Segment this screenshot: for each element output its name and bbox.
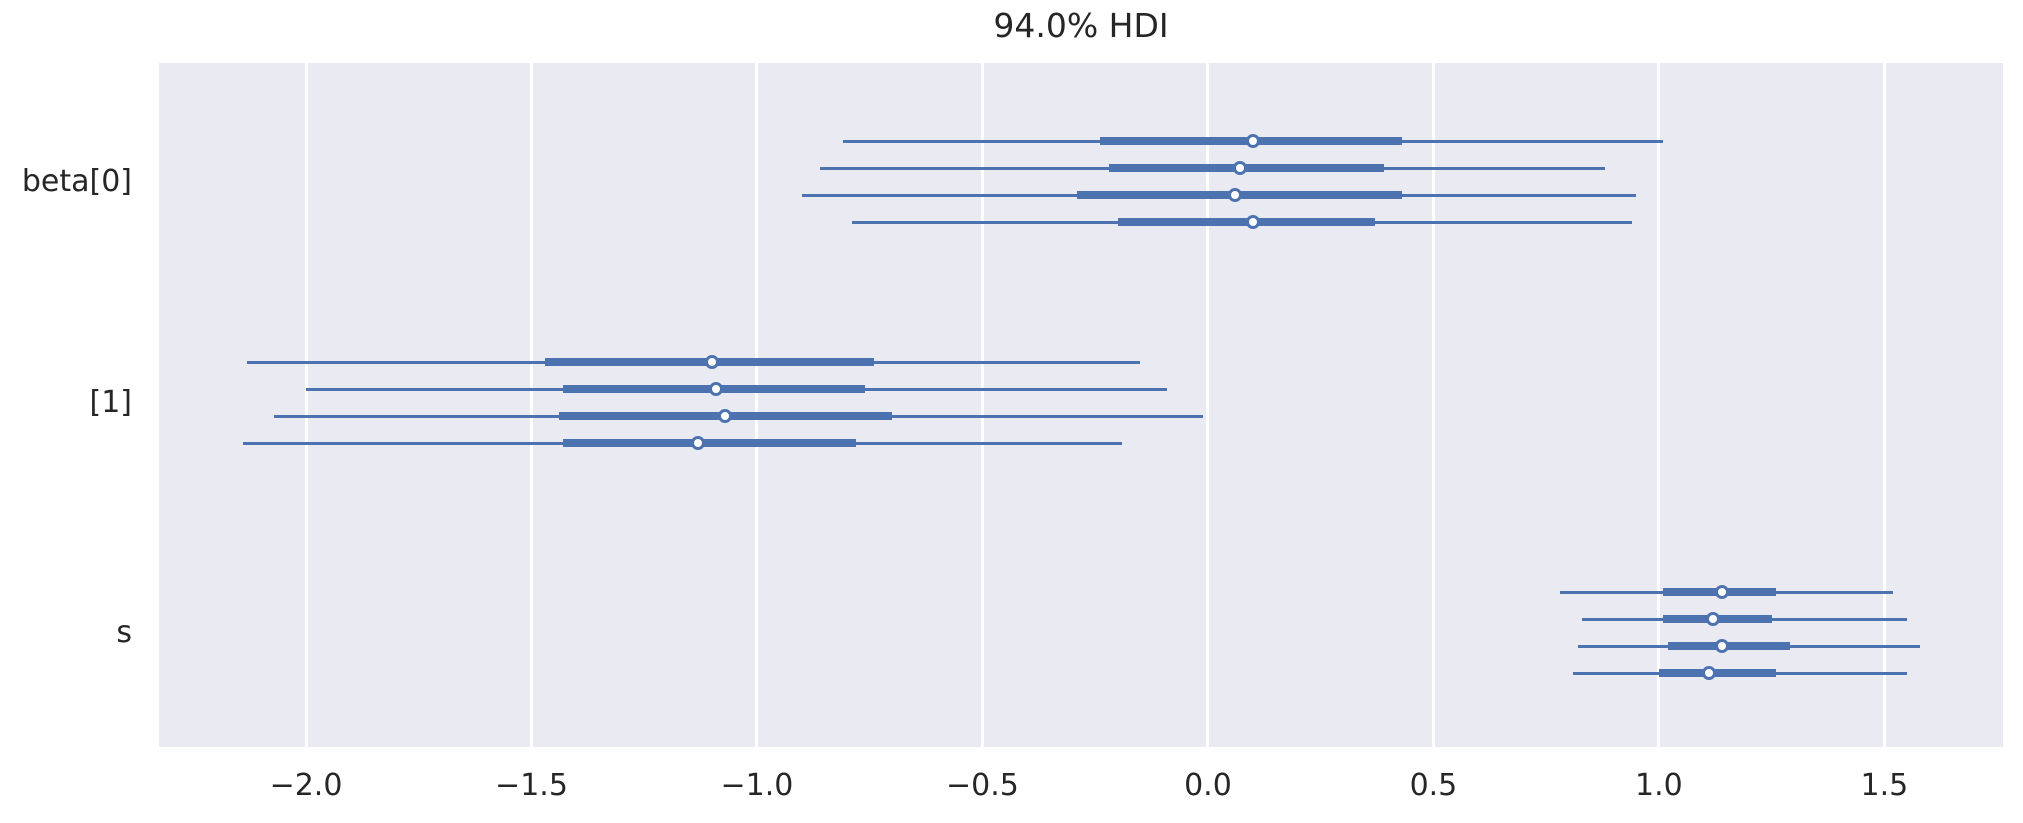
median-marker	[1715, 639, 1730, 653]
series-layer	[159, 63, 2003, 747]
gridline	[1882, 63, 1886, 747]
gridline	[980, 63, 984, 747]
gridline	[755, 63, 759, 747]
plot-area	[159, 63, 2003, 747]
plot-title: 94.0% HDI	[993, 6, 1169, 45]
x-tick-label: −2.0	[269, 768, 343, 803]
x-tick-label: −0.5	[946, 768, 1019, 803]
median-marker	[1715, 585, 1730, 599]
gridline	[1206, 63, 1210, 747]
median-marker	[704, 355, 719, 369]
x-tick-label: 0.5	[1409, 768, 1458, 803]
median-marker	[691, 436, 706, 450]
x-tick-label: 1.0	[1635, 768, 1683, 803]
x-tick-label: 1.5	[1860, 768, 1909, 803]
gridlines-layer	[159, 63, 2003, 747]
x-tick-label: −1.5	[495, 768, 568, 803]
median-marker	[1701, 666, 1716, 680]
median-marker	[1232, 161, 1247, 175]
median-marker	[1706, 612, 1721, 626]
gridline	[1431, 63, 1435, 747]
median-marker	[1228, 188, 1242, 202]
x-tick-label: −1.0	[720, 768, 794, 803]
gridline	[304, 63, 308, 747]
median-marker	[709, 382, 724, 396]
y-tick-label: [1]	[89, 384, 133, 420]
quartile-line	[1658, 669, 1777, 677]
quartile-line	[563, 439, 857, 447]
x-tick-label: 0.0	[1184, 768, 1232, 803]
gridline	[1657, 63, 1661, 747]
y-tick-label: beta[0]	[21, 163, 132, 199]
gridline	[529, 63, 533, 747]
median-marker	[1246, 134, 1261, 148]
median-marker	[718, 409, 733, 423]
y-tick-label: s	[116, 614, 132, 650]
median-marker	[1246, 215, 1261, 229]
